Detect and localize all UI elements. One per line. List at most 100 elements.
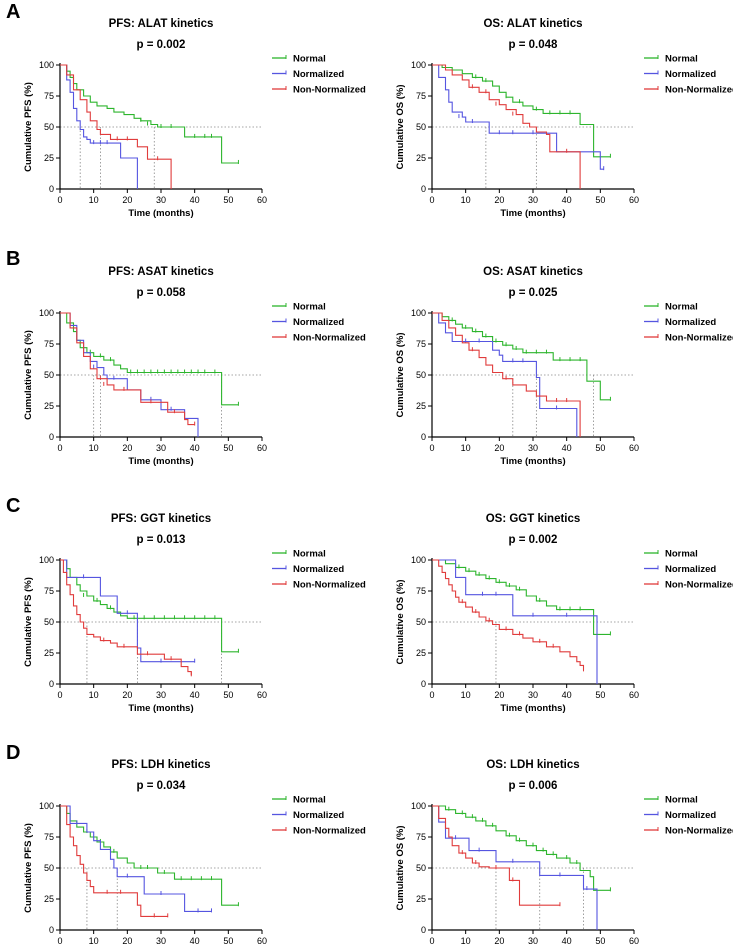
y-tick-label: 100 [39,555,54,565]
x-tick-label: 20 [494,690,504,700]
x-tick-label: 40 [562,443,572,453]
panel-label-B: B [6,248,20,270]
x-tick-label: 10 [461,936,471,944]
x-axis-label: Time (months) [128,456,193,467]
y-axis-label: Cumulative OS (%) [395,580,406,665]
chart-title-os-ggt-kinetics: OS: GGT kinetics [486,513,581,525]
legend-label: Non-Normalized [293,826,366,837]
x-tick-label: 60 [257,690,267,700]
x-tick-label: 50 [595,936,605,944]
panel-label-D: D [6,742,20,764]
x-tick-label: 50 [595,195,605,205]
x-tick-label: 0 [57,443,62,453]
chart-title-pfs-ggt-kinetics: PFS: GGT kinetics [111,513,211,525]
legend-label: Normalized [293,317,344,328]
x-tick-label: 0 [429,690,434,700]
km-curve-non-normalized [60,312,195,426]
p-value-pfs-alat-kinetics: p = 0.002 [137,39,186,51]
y-tick-label: 100 [411,308,426,318]
x-tick-label: 0 [429,443,434,453]
x-tick-label: 0 [57,936,62,944]
x-tick-label: 40 [562,690,572,700]
x-tick-label: 60 [257,195,267,205]
y-tick-label: 100 [39,308,54,318]
km-curve-normal [432,64,611,158]
x-tick-label: 10 [461,195,471,205]
legend-label: Normal [293,54,326,65]
p-value-os-ggt-kinetics: p = 0.002 [509,534,558,546]
chart-title-pfs-asat-kinetics: PFS: ASAT kinetics [108,266,213,278]
x-tick-label: 20 [122,195,132,205]
x-axis-label: Time (months) [128,703,193,714]
legend-label: Normalized [293,69,344,80]
km-curve-normal [432,805,611,891]
p-value-os-alat-kinetics: p = 0.048 [509,39,559,51]
x-tick-label: 20 [494,936,504,944]
km-curve-normal [60,559,239,653]
p-value-os-ldh-kinetics: p = 0.006 [509,780,558,792]
y-tick-label: 75 [416,339,426,349]
km-curve-normalized [60,312,199,437]
x-tick-label: 30 [156,195,166,205]
y-tick-label: 0 [49,184,54,194]
y-tick-label: 25 [416,894,426,904]
p-value-pfs-ldh-kinetics: p = 0.034 [137,780,187,792]
km-curve-normalized [60,805,212,912]
km-curve-normalized [432,559,598,684]
x-tick-label: 50 [595,690,605,700]
x-tick-label: 40 [562,195,572,205]
x-tick-label: 50 [223,690,233,700]
x-tick-label: 30 [528,690,538,700]
y-tick-label: 0 [421,432,426,442]
km-curve-non-normalized [432,312,581,437]
y-tick-label: 75 [44,339,54,349]
x-tick-label: 10 [89,690,99,700]
y-tick-label: 50 [44,122,54,132]
x-tick-label: 30 [156,936,166,944]
legend-label: Normal [293,549,326,560]
x-tick-label: 10 [89,936,99,944]
x-tick-label: 50 [223,195,233,205]
y-tick-label: 50 [44,617,54,627]
x-tick-label: 20 [494,195,504,205]
y-tick-label: 75 [416,91,426,101]
x-tick-label: 0 [57,690,62,700]
legend-label: Non-Normalized [665,333,733,344]
x-tick-label: 30 [156,690,166,700]
panel-label-C: C [6,495,20,517]
x-tick-label: 60 [257,936,267,944]
legend-label: Normalized [665,564,716,575]
km-curve-non-normalized [432,805,560,906]
km-curve-non-normalized [60,559,192,676]
x-axis-label: Time (months) [500,456,565,467]
x-tick-label: 10 [89,443,99,453]
legend-label: Non-Normalized [293,580,366,591]
x-tick-label: 60 [629,443,639,453]
y-tick-label: 25 [416,401,426,411]
y-tick-label: 50 [44,863,54,873]
km-curve-normal [60,64,239,164]
y-axis-label: Cumulative PFS (%) [23,823,34,913]
legend-label: Normalized [665,810,716,821]
km-curve-non-normalized [60,805,168,917]
x-tick-label: 40 [190,690,200,700]
legend-label: Normalized [293,564,344,575]
km-curve-normalized [432,64,604,170]
km-curve-non-normalized [432,64,581,189]
y-axis-label: Cumulative OS (%) [395,826,406,911]
y-tick-label: 25 [416,153,426,163]
p-value-pfs-asat-kinetics: p = 0.058 [137,287,187,299]
panel-label-A: A [6,1,20,23]
y-tick-label: 25 [44,153,54,163]
y-tick-label: 0 [421,925,426,935]
km-curve-normal [432,559,611,635]
x-tick-label: 30 [528,443,538,453]
x-tick-label: 0 [57,195,62,205]
km-curve-normal [60,312,239,406]
chart-title-pfs-alat-kinetics: PFS: ALAT kinetics [109,18,214,30]
km-curve-non-normalized [60,64,172,189]
y-tick-label: 50 [44,370,54,380]
y-tick-label: 0 [421,184,426,194]
p-value-pfs-ggt-kinetics: p = 0.013 [137,534,186,546]
legend-label: Non-Normalized [665,580,733,591]
